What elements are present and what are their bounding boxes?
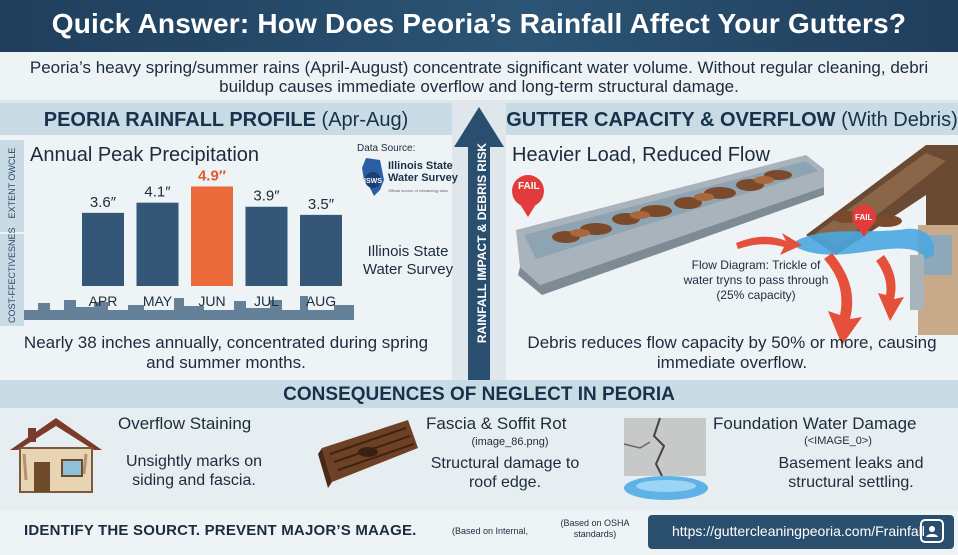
fail-label-1: FAIL	[518, 181, 540, 192]
category-label: JUL	[254, 293, 279, 309]
category-label: AUG	[306, 293, 336, 309]
data-source-caption: Illinois State Water Survey	[362, 243, 454, 278]
bar-value-label: 3.9″	[253, 188, 280, 205]
chart-category-labels: APR MAY JUN JUL AUG	[89, 293, 337, 309]
bar-may	[136, 202, 179, 286]
contact-card-glyph	[926, 526, 938, 537]
chart-value-labels: 3.6″ 4.1″ 4.9″ 3.9″ 3.5″	[90, 167, 335, 212]
gutter-subtitle: Heavier Load, Reduced Flow	[512, 144, 770, 166]
gutter-caption: Debris reduces flow capacity by 50% or m…	[527, 333, 937, 372]
side-tab-top-label: EXTENT OWCLE	[7, 147, 17, 219]
category-label: MAY	[143, 293, 173, 309]
rainfall-profile-title: PEORIA RAINFALL PROFILE (Apr-Aug)	[0, 109, 452, 132]
cracked-foundation-icon	[623, 417, 708, 500]
bar-apr	[82, 212, 124, 286]
fascia-rot-subtitle: (image_86.png)	[471, 436, 549, 448]
side-tab-bottom	[0, 234, 24, 326]
data-source-label: Data Source:	[357, 143, 416, 154]
footer-note-internal: (Based on Internal,	[452, 526, 529, 536]
bar-value-label: 3.5″	[308, 196, 335, 213]
bar-jul	[245, 206, 288, 286]
footer-url-link[interactable]: https://guttercleaningpeoria.com/Frainfa…	[672, 523, 925, 539]
gutter-capacity-header	[506, 103, 958, 135]
up-arrow-icon	[454, 107, 504, 380]
clogged-gutter-illustration	[512, 145, 958, 345]
consequences-band	[0, 408, 958, 510]
footer-slogan: IDENTIFY THE SOURCT. PREVENT MAJOR’S MAA…	[24, 522, 417, 539]
gutter-capacity-title-bold: GUTTER CAPACITY & OVERFLOW	[506, 109, 836, 131]
foundation-damage-subtitle: (<IMAGE_0>)	[804, 435, 872, 447]
illinois-state-logo-icon: ISWS	[362, 158, 384, 196]
fail-marker-icon-2	[852, 205, 876, 229]
rainfall-profile-title-range: (Apr-Aug)	[316, 109, 409, 131]
consequences-header	[0, 380, 958, 408]
chart-bars	[82, 186, 342, 286]
data-source-fine-print: Official source of climatology data	[388, 188, 448, 193]
foundation-damage-title: Foundation Water Damage	[713, 414, 917, 433]
bar-value-label: 4.1″	[144, 184, 171, 201]
house-icon	[10, 418, 102, 493]
fail-marker-icon	[512, 175, 544, 207]
fascia-rot-title: Fascia & Soffit Rot	[426, 414, 567, 433]
fail-label-2: FAIL	[855, 213, 873, 222]
intro-text: Peoria’s heavy spring/summer rains (Apri…	[29, 58, 929, 96]
city-skyline	[24, 296, 354, 320]
rainfall-profile-title-bold: PEORIA RAINFALL PROFILE	[43, 109, 316, 131]
rotten-wood-icon	[318, 420, 418, 488]
url-pill[interactable]	[648, 515, 954, 549]
category-label: APR	[89, 293, 118, 309]
bar-value-label: 4.9″	[198, 167, 226, 184]
overflow-staining-desc: Unsightly marks on siding and fascia.	[125, 453, 263, 489]
footer-note-osha: (Based on OSHA standards)	[560, 518, 630, 539]
foundation-damage-desc: Basement leaks and structural settling.	[778, 455, 924, 491]
fascia-rot-desc: Structural damage to roof edge.	[430, 455, 580, 491]
bar-aug	[300, 214, 342, 286]
header-bar	[0, 0, 958, 52]
category-label: JUN	[198, 293, 225, 309]
overflow-arrow-icon	[824, 253, 862, 345]
side-tab-top	[0, 140, 24, 232]
bar-value-label: 3.6″	[90, 194, 117, 211]
flow-diagram-text: Flow Diagram: Trickle of water tryns to …	[683, 258, 829, 302]
page-title: Quick Answer: How Does Peoria’s Rainfall…	[51, 8, 907, 39]
rainfall-caption: Nearly 38 inches annually, concentrated …	[23, 333, 429, 372]
bar-jun	[191, 186, 233, 286]
rainfall-profile-header	[0, 103, 452, 135]
flow-arrow-icon	[736, 233, 802, 255]
isws-logo-text: ISWS	[364, 178, 382, 185]
overflow-staining-title: Overflow Staining	[118, 414, 252, 433]
intro-band	[0, 52, 958, 100]
gutter-capacity-title-qualifier: (With Debris)	[835, 109, 958, 131]
gutter-capacity-title: GUTTER CAPACITY & OVERFLOW (With Debris)	[506, 109, 958, 132]
chart-title: Annual Peak Precipitation	[30, 144, 260, 166]
contact-card-icon[interactable]	[920, 519, 944, 543]
data-source-name: Illinois State Water Survey	[388, 160, 458, 184]
side-tab-bottom-label: COST-FFECTIVESNES	[7, 227, 17, 323]
consequences-title: CONSEQUENCES OF NEGLECT IN PEORIA	[283, 384, 675, 405]
precipitation-bar-chart: 3.6″ 4.1″ 4.9″ 3.9″ 3.5″ APR MAY JUN JUL AUG	[24, 167, 354, 320]
arrow-label: RAINFALL IMPACT & DEBRIS RISK	[475, 142, 489, 344]
